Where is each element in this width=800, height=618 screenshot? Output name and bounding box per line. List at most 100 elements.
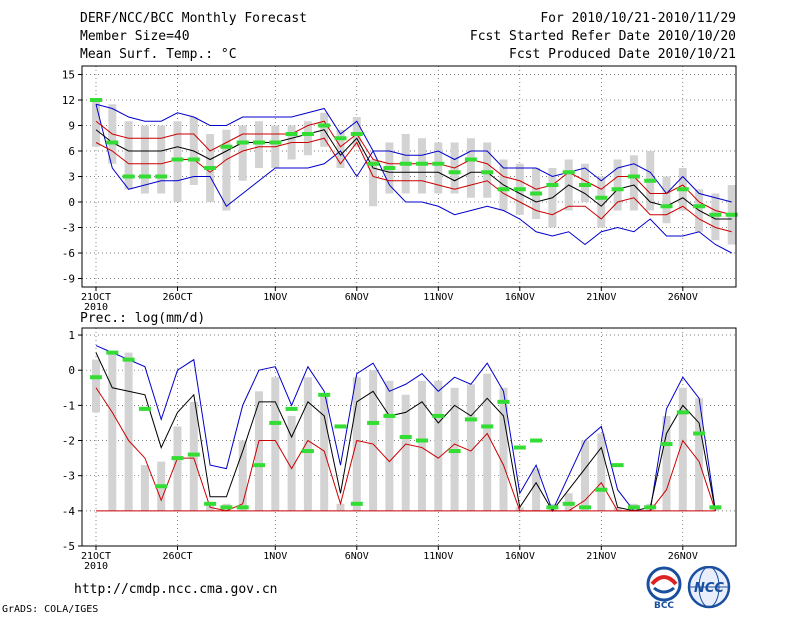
median-marker <box>253 140 265 145</box>
x-tick-label: 11NOV <box>423 551 453 562</box>
median-marker <box>725 212 738 217</box>
ensemble-box <box>597 176 606 228</box>
y-tick-label: -9 <box>62 273 75 286</box>
median-marker <box>562 170 575 175</box>
median-marker <box>171 456 184 461</box>
temperature-panel: 15 12 9 6 3 0 -3 -6 -9 21OCT 26OCT 1NOV 6NOV 11NOV 16N… <box>62 65 738 313</box>
member-size-label: Member Size=40 <box>80 29 190 44</box>
y-tick-label: -3 <box>62 222 75 235</box>
median-marker <box>155 484 168 489</box>
median-marker <box>579 505 591 510</box>
median-marker <box>285 406 298 411</box>
ensemble-box <box>695 398 704 511</box>
median-marker <box>611 463 624 468</box>
median-marker <box>269 420 282 425</box>
x-tick-label: 21NOV <box>586 292 616 303</box>
series-line-lower <box>95 387 716 512</box>
median-marker <box>448 170 461 175</box>
median-marker <box>611 187 624 192</box>
median-marker <box>709 212 722 217</box>
forecast-period-label: For 2010/10/21-2010/11/29 <box>540 11 736 26</box>
median-marker <box>253 463 265 468</box>
ensemble-box <box>271 377 280 511</box>
series-line-sd- <box>95 137 732 233</box>
ensemble-box <box>140 465 149 511</box>
ensemble-box <box>466 384 475 511</box>
variable-label-temp: Mean Surf. Temp.: °C <box>80 47 237 62</box>
median-marker <box>367 420 380 425</box>
x-tick-label: 1NOV <box>263 292 287 303</box>
median-marker <box>90 98 102 102</box>
ensemble-box <box>678 387 687 511</box>
median-marker <box>220 144 233 149</box>
median-marker <box>644 505 657 510</box>
median-marker <box>497 399 510 404</box>
ensemble-box <box>515 507 524 511</box>
median-marker <box>106 140 119 145</box>
y-tick-label: 1 <box>68 329 75 342</box>
y-tick-label: 9 <box>68 120 75 133</box>
ensemble-box <box>238 125 247 181</box>
median-marker <box>301 449 314 454</box>
ensemble-box <box>369 370 378 511</box>
median-marker <box>416 438 428 443</box>
median-marker <box>530 191 543 196</box>
ensemble-box <box>401 394 410 511</box>
ensemble-box <box>418 380 426 511</box>
ensemble-box <box>499 387 508 511</box>
y-tick-label: -3 <box>62 470 75 483</box>
median-marker <box>318 123 331 128</box>
y-tick-label: -5 <box>62 540 75 553</box>
bcc-logo-text: BCC <box>654 601 674 610</box>
median-marker <box>383 413 396 418</box>
variable-label-prec: Prec.: log(mm/d) <box>80 311 205 326</box>
x-tick-label: 16NOV <box>505 551 535 562</box>
series-line-sd+ <box>95 120 732 216</box>
median-marker <box>595 487 608 492</box>
ensemble-box <box>613 507 622 511</box>
precipitation-panel: 1 0 -1 -2 -3 -4 -5 21OCT 26OCT 1NOV 6NOV 11NOV 16NOV… <box>62 327 737 572</box>
ensemble-box <box>434 380 443 511</box>
bcc-logo-wave <box>653 586 675 594</box>
median-marker <box>660 204 673 209</box>
ensemble-box <box>711 193 720 241</box>
median-marker <box>644 178 657 183</box>
bcc-logo-ring <box>646 566 682 602</box>
median-marker <box>138 406 151 411</box>
median-marker <box>399 435 412 439</box>
median-marker <box>627 174 640 179</box>
median-marker <box>481 170 494 175</box>
fcst-started-label: Fcst Started Refer Date 2010/10/20 <box>469 29 736 44</box>
median-marker <box>709 505 722 510</box>
median-marker <box>660 442 673 447</box>
median-marker <box>693 204 706 209</box>
x-tick-label: 21OCT <box>81 292 111 303</box>
ensemble-box <box>483 142 492 198</box>
median-marker <box>448 449 461 454</box>
median-marker <box>693 431 706 436</box>
ensemble-box <box>597 433 606 511</box>
y-tick-label: -6 <box>62 247 75 260</box>
y-tick-label: 3 <box>68 171 75 184</box>
y-tick-label: -4 <box>62 505 76 518</box>
ensemble-box <box>466 138 475 198</box>
grads-credit: GrADS: COLA/IGES <box>2 604 99 615</box>
median-marker <box>367 161 380 166</box>
source-url: http://cmdp.ncc.cma.gov.cn <box>74 582 278 597</box>
ensemble-box <box>581 163 589 202</box>
ensemble-box <box>336 129 345 168</box>
median-marker <box>595 195 608 200</box>
ensemble-box <box>303 377 312 511</box>
plot-frame <box>81 327 737 547</box>
median-marker <box>269 140 282 145</box>
series-line-max <box>95 104 732 254</box>
median-marker <box>579 183 591 187</box>
y-tick-label: 12 <box>62 94 75 107</box>
ncc-logo: NCC <box>687 566 731 609</box>
median-marker <box>187 452 200 457</box>
ensemble-box <box>303 121 312 156</box>
x-tick-label: 26OCT <box>162 551 192 562</box>
y-tick-label: 6 <box>68 145 75 158</box>
median-marker <box>464 417 477 422</box>
